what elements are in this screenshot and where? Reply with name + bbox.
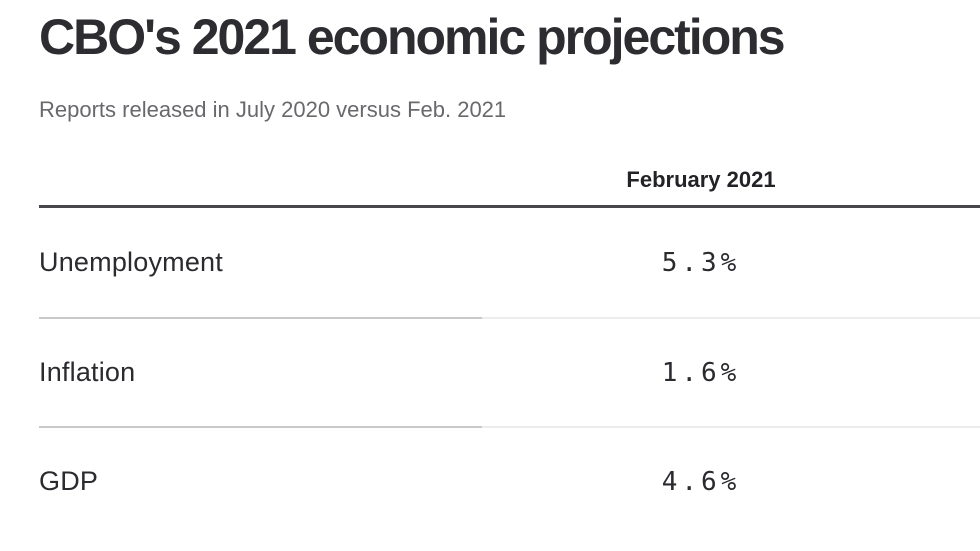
table-row: GDP 4.6% bbox=[39, 426, 980, 535]
chart-card: CBO's 2021 economic projections Reports … bbox=[39, 9, 980, 535]
row-label-inflation: Inflation bbox=[39, 317, 482, 426]
table-row: Inflation 1.6% bbox=[39, 317, 980, 426]
row-value-inflation: 1.6% bbox=[482, 317, 980, 426]
table-header-row: February 2021 bbox=[39, 123, 980, 208]
page-subtitle: Reports released in July 2020 versus Feb… bbox=[39, 97, 507, 122]
row-value-gdp: 4.6% bbox=[482, 426, 980, 535]
row-label-unemployment: Unemployment bbox=[39, 247, 223, 277]
row-value-unemployment: 5.3% bbox=[661, 247, 741, 278]
column-header-february-2021: February 2021 bbox=[626, 167, 776, 192]
row-label-gdp: GDP bbox=[39, 426, 482, 535]
table-row: Unemployment 5.3% bbox=[39, 208, 980, 317]
projections-table: February 2021 Unemployment 5.3% Inflatio… bbox=[39, 123, 980, 535]
page-title: CBO's 2021 economic projections bbox=[39, 9, 786, 65]
